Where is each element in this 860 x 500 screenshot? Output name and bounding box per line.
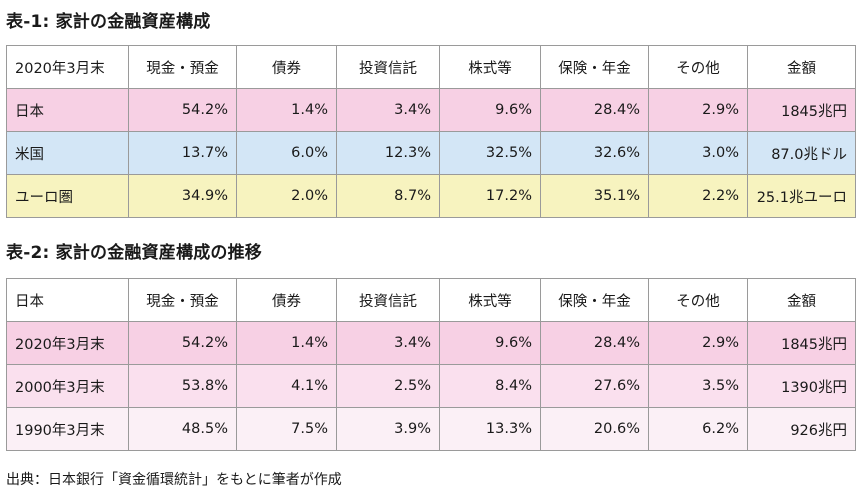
table1-row-us: 米国 13.7% 6.0% 12.3% 32.5% 32.6% 3.0% 87.… bbox=[6, 131, 856, 175]
table-cell-amount: 25.1兆ユーロ bbox=[747, 174, 856, 218]
table2-row-1990: 1990年3月末 48.5% 7.5% 3.9% 13.3% 20.6% 6.2… bbox=[6, 407, 856, 451]
table-cell: 8.7% bbox=[336, 174, 440, 218]
table2-header-bonds: 債券 bbox=[236, 278, 337, 322]
table1-title: 表-1: 家計の金融資産構成 bbox=[6, 12, 211, 32]
table-cell: 28.4% bbox=[540, 321, 649, 365]
table-cell: 54.2% bbox=[128, 321, 237, 365]
table-cell: 7.5% bbox=[236, 407, 337, 451]
table-cell: 35.1% bbox=[540, 174, 649, 218]
table2-title: 表-2: 家計の金融資産構成の推移 bbox=[6, 243, 263, 263]
table-cell-label: 1990年3月末 bbox=[6, 407, 129, 451]
table-cell: 9.6% bbox=[439, 321, 541, 365]
table-cell-amount: 926兆円 bbox=[747, 407, 856, 451]
table-cell: 2.9% bbox=[648, 88, 748, 132]
table1-header-amount: 金額 bbox=[747, 45, 856, 89]
table2-header-insurance-pensions: 保険・年金 bbox=[540, 278, 649, 322]
table-cell: 6.0% bbox=[236, 131, 337, 175]
table2-header-other: その他 bbox=[648, 278, 748, 322]
table2-row-2000: 2000年3月末 53.8% 4.1% 2.5% 8.4% 27.6% 3.5%… bbox=[6, 364, 856, 408]
table1-header-other: その他 bbox=[648, 45, 748, 89]
table-cell: 4.1% bbox=[236, 364, 337, 408]
table-cell-label: 米国 bbox=[6, 131, 129, 175]
table-cell-amount: 1845兆円 bbox=[747, 321, 856, 365]
table-cell: 20.6% bbox=[540, 407, 649, 451]
table-cell: 2.9% bbox=[648, 321, 748, 365]
table1-row-japan: 日本 54.2% 1.4% 3.4% 9.6% 28.4% 2.9% 1845兆… bbox=[6, 88, 856, 132]
table2-header-equities: 株式等 bbox=[439, 278, 541, 322]
table2-header-investment-trusts: 投資信託 bbox=[336, 278, 440, 322]
table-cell: 3.4% bbox=[336, 321, 440, 365]
table1-financial-asset-composition: 2020年3月末 現金・預金 債券 投資信託 株式等 保険・年金 その他 金額 … bbox=[6, 45, 856, 218]
table2-row-2020: 2020年3月末 54.2% 1.4% 3.4% 9.6% 28.4% 2.9%… bbox=[6, 321, 856, 365]
table2-composition-trend: 日本 現金・預金 債券 投資信託 株式等 保険・年金 その他 金額 2020年3… bbox=[6, 278, 856, 451]
table-cell: 3.0% bbox=[648, 131, 748, 175]
table-cell: 13.7% bbox=[128, 131, 237, 175]
table-cell: 13.3% bbox=[439, 407, 541, 451]
table1-header-cash-deposits: 現金・預金 bbox=[128, 45, 237, 89]
table1-header-row: 2020年3月末 現金・預金 債券 投資信託 株式等 保険・年金 その他 金額 bbox=[6, 45, 856, 89]
table-cell: 34.9% bbox=[128, 174, 237, 218]
table-cell: 8.4% bbox=[439, 364, 541, 408]
table-cell: 1.4% bbox=[236, 88, 337, 132]
table2-header-amount: 金額 bbox=[747, 278, 856, 322]
table-cell-amount: 87.0兆ドル bbox=[747, 131, 856, 175]
table2-header-country: 日本 bbox=[6, 278, 129, 322]
table-cell: 12.3% bbox=[336, 131, 440, 175]
table-cell-amount: 1390兆円 bbox=[747, 364, 856, 408]
table1-header-bonds: 債券 bbox=[236, 45, 337, 89]
table-cell: 54.2% bbox=[128, 88, 237, 132]
table-cell: 2.5% bbox=[336, 364, 440, 408]
table1-header-date: 2020年3月末 bbox=[6, 45, 129, 89]
table-cell: 53.8% bbox=[128, 364, 237, 408]
table2-header-cash-deposits: 現金・預金 bbox=[128, 278, 237, 322]
table-cell: 32.5% bbox=[439, 131, 541, 175]
table-cell-label: 日本 bbox=[6, 88, 129, 132]
table-cell: 3.9% bbox=[336, 407, 440, 451]
table-cell-amount: 1845兆円 bbox=[747, 88, 856, 132]
table-cell: 28.4% bbox=[540, 88, 649, 132]
table-cell: 3.4% bbox=[336, 88, 440, 132]
table-cell: 9.6% bbox=[439, 88, 541, 132]
table-cell: 2.0% bbox=[236, 174, 337, 218]
source-note: 出典：日本銀行「資金循環統計」をもとに筆者が作成 bbox=[6, 472, 342, 488]
table-cell: 1.4% bbox=[236, 321, 337, 365]
table2-header-row: 日本 現金・預金 債券 投資信託 株式等 保険・年金 その他 金額 bbox=[6, 278, 856, 322]
table-cell: 2.2% bbox=[648, 174, 748, 218]
table-cell: 3.5% bbox=[648, 364, 748, 408]
table-cell-label: ユーロ圏 bbox=[6, 174, 129, 218]
table1-header-equities: 株式等 bbox=[439, 45, 541, 89]
table-cell-label: 2000年3月末 bbox=[6, 364, 129, 408]
table1-row-eurozone: ユーロ圏 34.9% 2.0% 8.7% 17.2% 35.1% 2.2% 25… bbox=[6, 174, 856, 218]
table-cell: 48.5% bbox=[128, 407, 237, 451]
table1-header-insurance-pensions: 保険・年金 bbox=[540, 45, 649, 89]
table-cell: 6.2% bbox=[648, 407, 748, 451]
table-cell-label: 2020年3月末 bbox=[6, 321, 129, 365]
table-cell: 27.6% bbox=[540, 364, 649, 408]
table-cell: 32.6% bbox=[540, 131, 649, 175]
table-cell: 17.2% bbox=[439, 174, 541, 218]
table1-header-investment-trusts: 投資信託 bbox=[336, 45, 440, 89]
